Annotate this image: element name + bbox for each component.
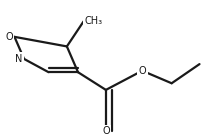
Text: O: O	[5, 32, 13, 42]
Text: N: N	[15, 54, 22, 64]
Text: O: O	[102, 126, 110, 136]
Text: CH₃: CH₃	[85, 16, 103, 26]
Text: O: O	[138, 66, 146, 76]
